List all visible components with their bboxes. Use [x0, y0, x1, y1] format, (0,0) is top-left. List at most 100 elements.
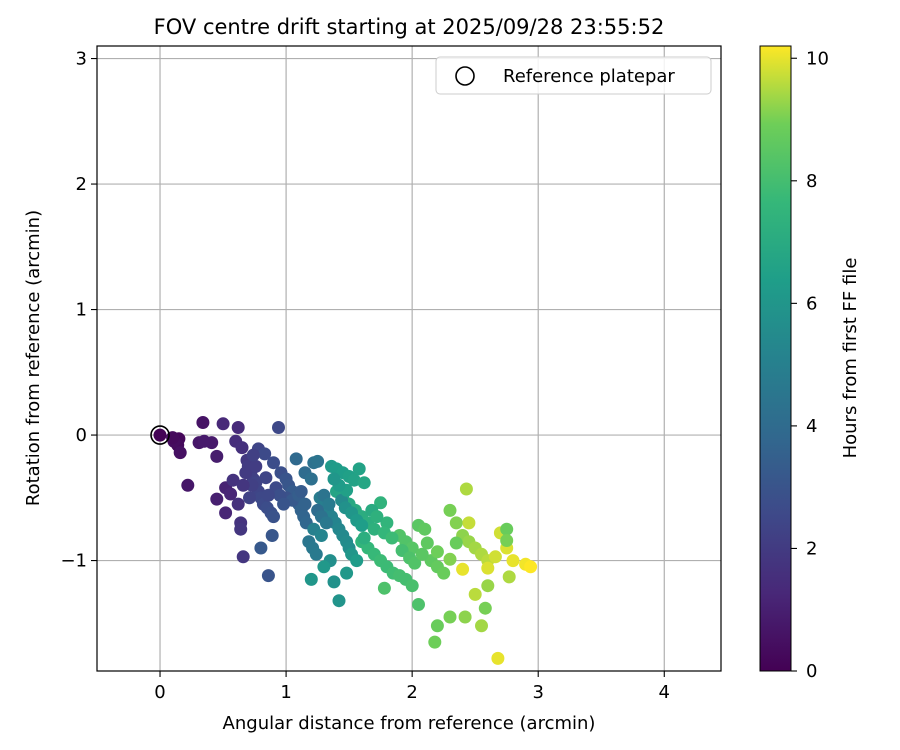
colorbar-tick-label: 8	[806, 171, 817, 192]
data-point	[430, 545, 444, 559]
data-point	[377, 581, 391, 595]
data-point	[478, 601, 492, 615]
data-point	[210, 449, 224, 463]
data-point	[236, 478, 250, 492]
data-point	[196, 416, 210, 429]
data-point	[443, 503, 457, 517]
data-point	[216, 417, 230, 431]
data-point	[224, 487, 238, 501]
data-point	[500, 522, 514, 536]
data-point	[458, 610, 472, 624]
data-point	[235, 441, 249, 455]
data-point	[357, 476, 371, 490]
data-point	[405, 579, 419, 593]
data-point	[459, 482, 473, 496]
x-tick-label: 4	[659, 682, 670, 703]
data-point	[340, 566, 354, 580]
colorbar-tick-label: 10	[806, 48, 829, 69]
data-point	[481, 579, 495, 593]
data-point	[267, 510, 280, 524]
scatter-points	[153, 416, 538, 665]
data-point	[385, 531, 399, 545]
data-point	[357, 531, 371, 545]
y-tick-label: 1	[76, 300, 87, 321]
legend-label: Reference platepar	[503, 66, 675, 87]
colorbar-label: Hours from first FF file	[840, 258, 861, 459]
y-axis-label: Rotation from reference (arcmin)	[23, 210, 44, 506]
x-tick-label: 2	[406, 682, 417, 703]
reference-marker	[150, 425, 170, 445]
data-point	[267, 456, 280, 470]
data-point	[355, 518, 369, 532]
data-point	[272, 421, 285, 434]
data-point	[259, 471, 273, 485]
legend: Reference platepar	[435, 56, 712, 95]
data-point	[327, 575, 341, 589]
data-point	[449, 536, 463, 550]
data-point	[502, 570, 516, 584]
data-point	[352, 462, 366, 476]
x-tick-label: 1	[280, 682, 291, 703]
data-point	[437, 566, 451, 580]
data-point	[319, 516, 333, 530]
data-point	[277, 497, 291, 511]
data-point	[481, 561, 495, 575]
data-point	[314, 529, 328, 542]
y-tick-label: 3	[76, 49, 87, 70]
data-point	[367, 522, 381, 536]
data-point	[231, 497, 245, 511]
data-point	[405, 541, 419, 555]
data-point	[415, 547, 429, 561]
data-point	[374, 496, 388, 510]
data-point	[294, 485, 308, 498]
data-point	[245, 478, 259, 492]
data-point	[234, 522, 248, 536]
colorbar-tick-label: 0	[806, 661, 817, 682]
y-tick-label: −1	[60, 551, 87, 572]
data-point	[311, 454, 325, 468]
y-tick-label: 0	[76, 425, 87, 446]
data-point	[488, 550, 502, 564]
colorbar-tick-label: 6	[806, 293, 817, 314]
data-point	[370, 510, 384, 524]
data-point	[153, 428, 167, 442]
data-point	[428, 635, 442, 649]
data-point	[173, 446, 187, 460]
data-point	[430, 619, 444, 633]
chart-title: FOV centre drift starting at 2025/09/28 …	[154, 15, 665, 39]
data-point	[254, 541, 268, 555]
data-point	[456, 562, 470, 576]
data-point	[261, 569, 275, 583]
data-point	[265, 529, 279, 542]
reference-marker-group	[150, 425, 170, 445]
data-point	[298, 497, 312, 511]
data-point	[309, 547, 323, 561]
data-point	[236, 550, 250, 564]
data-point	[462, 516, 476, 530]
data-point	[226, 473, 240, 487]
data-point	[322, 497, 336, 511]
data-point	[249, 459, 263, 473]
colorbar	[759, 45, 792, 672]
data-point	[491, 651, 505, 665]
data-point	[468, 587, 482, 601]
legend-marker-icon	[455, 66, 475, 86]
data-point	[304, 572, 318, 586]
data-point	[289, 452, 303, 466]
data-point	[231, 421, 245, 434]
y-tick-label: 2	[76, 174, 87, 195]
data-point	[261, 488, 275, 502]
data-point	[181, 478, 195, 492]
data-point	[332, 594, 346, 608]
data-point	[327, 472, 341, 486]
data-point	[412, 598, 425, 611]
x-tick-label: 3	[532, 682, 543, 703]
colorbar-tick-label: 4	[806, 416, 817, 437]
data-point	[449, 516, 463, 530]
data-point	[420, 536, 434, 550]
x-axis-label: Angular distance from reference (arcmin)	[223, 713, 596, 734]
plot-frame	[96, 45, 722, 672]
y-axis-ticks: −1 0 1 2 3	[60, 49, 97, 572]
data-point	[317, 560, 331, 574]
